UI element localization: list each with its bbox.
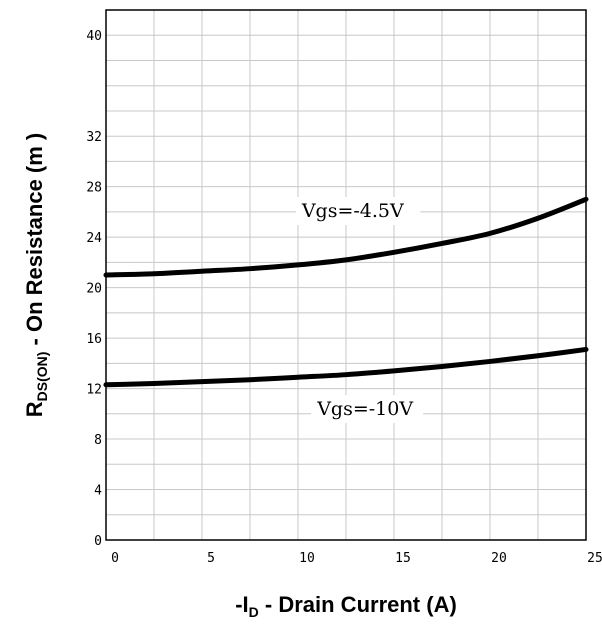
- plot-frame: [105, 9, 587, 541]
- series-line-2: [103, 346, 589, 388]
- x-tick-labels: 0 5 10 15 20 25: [111, 551, 602, 566]
- y-tick-label: 0: [94, 534, 102, 549]
- y-tick-label: 20: [86, 282, 102, 297]
- annotation-background: [311, 395, 424, 424]
- y-axis-title-prefix: R: [22, 401, 47, 417]
- y-tick-label: 8: [94, 433, 102, 448]
- annotation-label-2: Vgs=-10V: [316, 398, 413, 420]
- y-tick-label: 12: [86, 383, 102, 398]
- y-tick-label: 16: [86, 332, 102, 347]
- x-axis-title-prefix: -I: [235, 592, 248, 617]
- annotation-background: [295, 196, 421, 225]
- annotations: Vgs=-4.5V Vgs=-10V: [295, 196, 424, 424]
- y-axis-title-subscript: DS(ON): [34, 352, 50, 402]
- x-axis-title: -ID - Drain Current (A): [235, 592, 457, 620]
- y-tick-label: 32: [86, 130, 102, 145]
- y-axis-title: RDS(ON) - On Resistance (m ): [22, 133, 50, 418]
- y-tick-label: 28: [86, 181, 102, 196]
- x-tick-label: 20: [491, 551, 507, 566]
- x-tick-label: 25: [587, 551, 602, 566]
- x-tick-label: 5: [207, 551, 215, 566]
- series-line-1: [103, 196, 589, 278]
- x-axis-title-subscript: D: [249, 604, 259, 620]
- series-lines: [103, 196, 589, 388]
- annotation-label-1: Vgs=-4.5V: [301, 200, 404, 222]
- y-axis-title-suffix: - On Resistance (m ): [22, 133, 47, 352]
- y-tick-label: 4: [94, 484, 102, 499]
- x-tick-label: 15: [395, 551, 411, 566]
- x-tick-label: 10: [299, 551, 315, 566]
- y-tick-label: 40: [86, 29, 102, 44]
- x-axis-title-suffix: - Drain Current (A): [259, 592, 457, 617]
- y-tick-labels: 0 4 8 12 16 20 24 28 32 40: [86, 29, 102, 549]
- y-tick-label: 24: [86, 231, 102, 246]
- x-tick-label: 0: [111, 551, 119, 566]
